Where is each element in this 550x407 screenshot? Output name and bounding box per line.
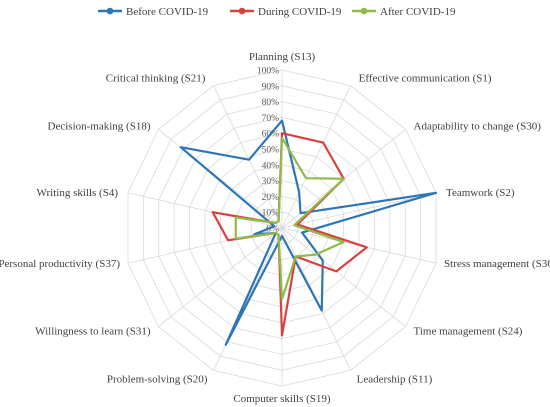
radial-tick-labels: 0%10%20%30%40%50%60%70%80%90%100% (257, 67, 279, 235)
category-labels: Planning (S13) Effective communication (S… (0, 51, 550, 405)
tick-label: 90% (262, 82, 280, 92)
category-label-planning-s13: Planning (S13) (249, 51, 316, 63)
legend-label: Before COVID-19 (126, 6, 209, 18)
category-label-personal-productivity-s37: Personal productivity (S37) (0, 258, 120, 270)
legend-swatch-marker (106, 7, 114, 15)
series-line-after-covid-19 (234, 136, 345, 301)
spoke-willingness-to-learn-s31 (158, 227, 283, 327)
legend: Before COVID-19 During COVID-19 After COVI… (98, 6, 456, 18)
tick-label: 80% (262, 98, 280, 108)
legend-swatch-marker (238, 7, 246, 15)
tick-label: 0% (266, 225, 279, 235)
tick-label: 30% (262, 177, 280, 187)
tick-label: 10% (262, 209, 280, 219)
category-label-leadership-s11: Leadership (S11) (357, 373, 433, 385)
category-label-critical-thinking-s21: Critical thinking (S21) (106, 73, 206, 85)
tick-label: 50% (262, 146, 280, 156)
category-label-willingness-to-learn-s31: Willingness to learn (S31) (35, 326, 151, 338)
tick-label: 40% (262, 161, 280, 171)
series-group (179, 119, 438, 346)
category-label-stress-management-s36: Stress management (S36) (444, 258, 550, 270)
spoke-teamwork-s2 (281, 192, 437, 229)
category-label-decision-making-s18: Decision-making (S18) (48, 121, 151, 133)
spoke-effective-communication-s1 (281, 85, 351, 229)
spoke-critical-thinking-s21 (213, 85, 283, 229)
spoke-writing-skills-s4 (127, 192, 283, 229)
category-label-effective-communication-s1: Effective communication (S1) (359, 73, 492, 85)
category-label-writing-skills-s4: Writing skills (S4) (37, 187, 119, 199)
category-label-teamwork-s2: Teamwork (S2) (446, 187, 515, 199)
legend-item-before-covid-19: Before COVID-19 (98, 6, 209, 18)
legend-label: During COVID-19 (258, 6, 342, 18)
spoke-decision-making-s18 (158, 129, 283, 229)
legend-item-after-covid-19: After COVID-19 (352, 6, 456, 18)
legend-item-during-covid-19: During COVID-19 (230, 6, 342, 18)
tick-label: 70% (262, 114, 280, 124)
spoke-time-management-s24 (281, 227, 406, 327)
category-label-computer-skills-s19: Computer skills (S19) (233, 393, 331, 405)
category-label-problem-solving-s20: Problem-solving (S20) (107, 373, 208, 385)
tick-label: 100% (257, 67, 279, 77)
legend-swatch-marker (360, 7, 368, 15)
tick-label: 20% (262, 193, 280, 203)
spoke-problem-solving-s20 (213, 227, 283, 371)
legend-label: After COVID-19 (380, 6, 456, 18)
category-label-adaptability-to-change-s30: Adaptability to change (S30) (414, 121, 542, 133)
category-label-time-management-s24: Time management (S24) (414, 326, 523, 338)
series-line-before-covid-19 (179, 119, 438, 346)
